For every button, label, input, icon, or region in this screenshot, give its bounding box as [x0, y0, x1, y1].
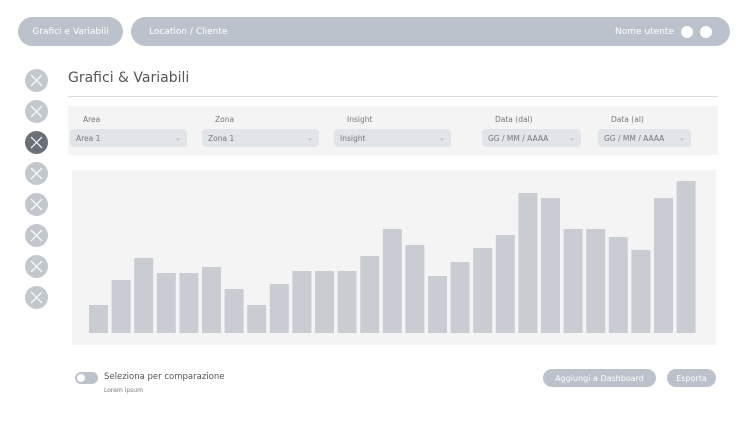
sidebar-item-7[interactable] [25, 286, 48, 309]
bar-chart [72, 170, 716, 345]
chevron-down-icon: ⌄ [439, 134, 445, 142]
sidebar-item-5[interactable] [25, 224, 48, 247]
export-button[interactable]: Esporta [667, 369, 716, 387]
filter-label: Area [83, 115, 101, 124]
sidebar-item-6[interactable] [25, 255, 48, 278]
comparison-toggle[interactable] [75, 372, 98, 384]
nav-section-button[interactable]: Grafici e Variabili [18, 17, 123, 46]
filter-value: GG / MM / AAAA [604, 133, 665, 143]
bar-1 [111, 280, 131, 333]
filter-1: Zona Zona 1 ⌄ [202, 115, 319, 147]
bar-4 [179, 273, 199, 333]
sidebar-item-1[interactable] [25, 100, 48, 123]
top-bar: Location / Cliente Nome utente [131, 17, 730, 46]
filter-4: Data (al) GG / MM / AAAA ⌄ [598, 115, 691, 147]
filter-label: Insight [347, 115, 373, 124]
close-icon [30, 260, 43, 273]
sidebar-item-4[interactable] [25, 193, 48, 216]
filter-select[interactable]: GG / MM / AAAA ⌄ [598, 129, 691, 147]
bar-20 [541, 198, 560, 333]
bar-23 [608, 237, 628, 333]
bar-24 [631, 250, 651, 333]
bar-17 [473, 248, 493, 333]
toggle-sublabel: Lorem ipsum [104, 387, 143, 394]
filter-value: Insight [340, 133, 366, 143]
page-title: Grafici & Variabili [68, 70, 190, 86]
filter-2: Insight Insight ⌄ [334, 115, 451, 147]
filter-label: Data (al) [611, 115, 644, 124]
sidebar-item-2[interactable] [25, 131, 48, 154]
chevron-down-icon: ⌄ [569, 134, 575, 142]
menu-dot-icon[interactable] [700, 25, 712, 38]
chevron-down-icon: ⌄ [307, 134, 313, 142]
bar-8 [269, 284, 289, 333]
nav-section-label: Grafici e Variabili [32, 26, 109, 37]
close-icon [30, 229, 43, 242]
filter-label: Data (dal) [495, 115, 533, 124]
bar-14 [405, 245, 425, 333]
bar-10 [315, 271, 334, 333]
bar-12 [360, 256, 380, 333]
breadcrumb[interactable]: Location / Cliente [149, 26, 228, 37]
chevron-down-icon: ⌄ [175, 134, 181, 142]
bar-16 [450, 262, 470, 333]
sidebar-item-3[interactable] [25, 162, 48, 185]
close-icon [30, 198, 43, 211]
filter-select[interactable]: GG / MM / AAAA ⌄ [482, 129, 581, 147]
filter-value: GG / MM / AAAA [488, 133, 549, 143]
add-to-dashboard-button[interactable]: Aggiungi a Dashboard [543, 369, 656, 387]
user-name[interactable]: Nome utente [615, 26, 674, 37]
filter-value: Area 1 [76, 133, 101, 143]
bar-15 [428, 276, 447, 333]
filter-bar: Area Area 1 ⌄ Zona Zona 1 ⌄ Insight Insight ⌄ Dat… [68, 106, 718, 155]
filter-label: Zona [215, 115, 235, 124]
toggle-knob [77, 374, 85, 382]
bar-5 [202, 267, 221, 333]
filter-select[interactable]: Area 1 ⌄ [70, 129, 187, 147]
bar-3 [156, 273, 176, 333]
user-dot-icon[interactable] [681, 25, 693, 38]
bar-0 [89, 305, 108, 333]
filter-value: Zona 1 [208, 133, 235, 143]
chevron-down-icon: ⌄ [679, 134, 685, 142]
bar-22 [586, 229, 606, 333]
toggle-label: Seleziona per comparazione [104, 372, 225, 382]
bar-25 [654, 198, 673, 333]
bar-19 [518, 193, 538, 333]
bar-9 [292, 271, 312, 333]
bar-21 [563, 229, 583, 333]
close-icon [30, 136, 43, 149]
close-icon [30, 105, 43, 118]
bar-11 [337, 271, 357, 333]
filter-select[interactable]: Insight ⌄ [334, 129, 451, 147]
close-icon [30, 167, 43, 180]
filter-select[interactable]: Zona 1 ⌄ [202, 129, 319, 147]
bar-26 [676, 181, 696, 333]
sidebar-item-0[interactable] [25, 69, 48, 92]
filter-0: Area Area 1 ⌄ [70, 115, 187, 147]
bar-6 [224, 289, 244, 333]
filter-3: Data (dal) GG / MM / AAAA ⌄ [482, 115, 581, 147]
bar-7 [247, 305, 267, 333]
close-icon [30, 291, 43, 304]
divider [68, 96, 718, 97]
bar-13 [382, 229, 402, 333]
bar-18 [495, 235, 515, 333]
bar-2 [134, 258, 154, 333]
close-icon [30, 74, 43, 87]
